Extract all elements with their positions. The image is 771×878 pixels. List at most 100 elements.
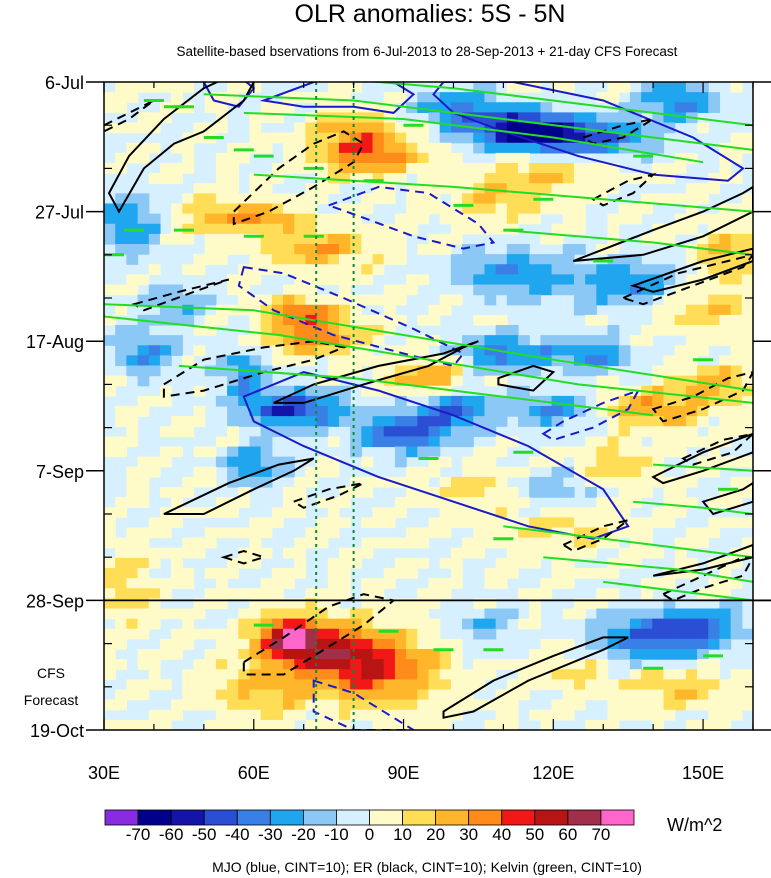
heat-cell — [327, 163, 340, 174]
heat-cell — [182, 689, 195, 701]
heat-cell — [204, 365, 217, 377]
heat-cell — [249, 183, 262, 194]
heat-cell — [204, 314, 217, 326]
heat-cell — [260, 436, 273, 448]
heat-cell — [730, 476, 743, 488]
heat-cell — [484, 406, 497, 417]
heat-cell — [585, 618, 597, 630]
heat-cell — [126, 325, 139, 336]
heat-cell — [719, 233, 732, 245]
heat-cell — [361, 537, 374, 549]
heat-cell — [573, 517, 586, 529]
heat-cell — [394, 659, 407, 670]
heat-cell — [372, 102, 385, 113]
heat-cell — [529, 274, 541, 286]
heat-cell — [126, 679, 139, 691]
heat-cell — [227, 466, 239, 478]
heat-cell — [741, 416, 753, 427]
heat-cell — [193, 223, 206, 235]
heat-cell — [148, 345, 161, 356]
heat-cell — [171, 426, 183, 437]
heat-cell — [506, 254, 519, 265]
heat-cell — [596, 92, 609, 103]
heat-cell — [450, 699, 463, 711]
heat-cell — [629, 406, 642, 417]
heat-cell — [741, 203, 753, 215]
heat-cell — [540, 578, 553, 589]
heat-cell — [618, 527, 631, 539]
heat-cell — [439, 395, 452, 407]
heat-cell — [260, 223, 273, 235]
heat-cell — [484, 466, 497, 478]
heat-cell — [585, 122, 597, 134]
heat-cell — [394, 173, 407, 184]
heat-cell — [495, 223, 508, 235]
heat-cell — [607, 537, 620, 549]
heat-cell — [417, 173, 430, 184]
kelvin-contour — [603, 580, 753, 602]
heat-cell — [338, 355, 351, 367]
colorbar-box — [402, 809, 437, 826]
heat-cell — [730, 152, 743, 164]
heat-cell — [260, 375, 273, 387]
heat-cell — [473, 395, 486, 407]
heat-cell — [518, 264, 530, 275]
heat-cell — [495, 112, 508, 124]
heat-cell — [215, 223, 228, 235]
heat-cell — [383, 669, 396, 680]
heat-cell — [204, 719, 217, 730]
heat-cell — [618, 426, 631, 437]
heat-cell — [406, 689, 418, 701]
heat-cell — [327, 659, 340, 670]
heat-cell — [629, 264, 642, 275]
contour-legend: MJO (blue, CINT=10); ER (black, CINT=10)… — [212, 859, 642, 875]
heat-cell — [361, 264, 374, 275]
heat-cell — [741, 365, 753, 377]
heat-cell — [137, 466, 150, 478]
heat-cell — [350, 142, 362, 154]
heat-cell — [115, 163, 127, 174]
heat-cell — [473, 507, 486, 518]
heat-cell — [462, 679, 474, 691]
heat-cell — [338, 284, 351, 296]
heat-cell — [730, 304, 743, 316]
heat-cell — [473, 112, 486, 124]
heat-cell — [327, 568, 340, 579]
heat-cell — [495, 213, 508, 225]
heat-cell — [450, 568, 463, 579]
heat-cell — [338, 628, 351, 640]
heat-cell — [663, 325, 676, 336]
heat-cell — [372, 233, 385, 245]
heat-cell — [439, 557, 452, 569]
heat-cell — [607, 689, 620, 701]
heat-cell — [137, 82, 150, 93]
heat-cell — [674, 426, 687, 437]
heat-cell — [585, 689, 597, 701]
heat-cell — [137, 537, 150, 549]
heat-cell — [327, 406, 340, 417]
heat-cell — [484, 142, 497, 154]
heat-cell — [473, 406, 486, 417]
heat-cell — [338, 132, 351, 144]
heat-cell — [540, 112, 553, 124]
heat-cell — [540, 456, 553, 468]
heat-cell — [462, 699, 474, 711]
heat-cell — [663, 517, 676, 529]
heat-cell — [260, 213, 273, 225]
heat-cell — [685, 254, 698, 265]
heat-cell — [193, 537, 206, 549]
heat-cell — [697, 254, 709, 265]
heat-cell — [462, 223, 474, 235]
heat-cell — [227, 223, 239, 235]
heat-cell — [148, 618, 161, 630]
heat-cell — [641, 294, 653, 306]
heat-cell — [271, 355, 284, 367]
heat-cell — [350, 689, 362, 701]
heat-cell — [697, 345, 709, 356]
heat-cell — [115, 244, 127, 255]
heat-cell — [741, 274, 753, 286]
heat-cell — [215, 233, 228, 245]
heat-cell — [652, 436, 665, 448]
heat-cell — [350, 487, 362, 498]
heat-cell — [316, 142, 329, 154]
